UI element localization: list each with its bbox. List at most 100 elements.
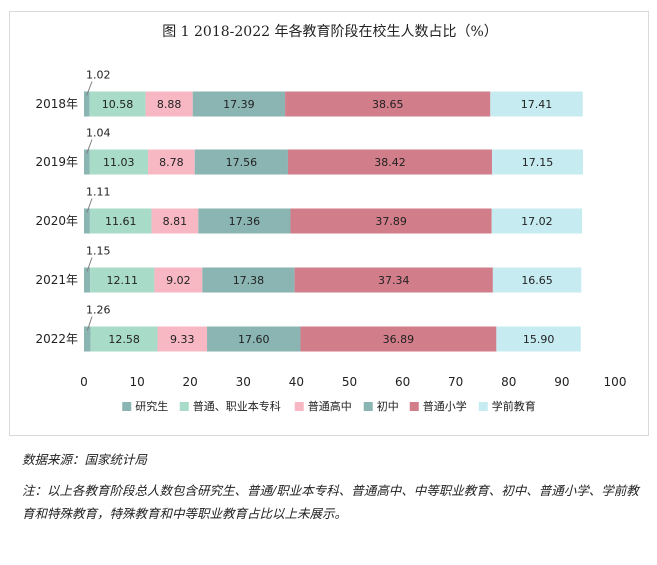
legend-label: 普通、职业本专科: [193, 399, 281, 413]
bar-segment: [145, 91, 193, 117]
category-label: 2020年: [35, 214, 78, 228]
legend-label: 初中: [377, 399, 399, 413]
bar-segment: [300, 326, 497, 352]
legend-label: 普通小学: [423, 399, 467, 413]
legend-swatch: [179, 402, 189, 411]
bar-segment: [90, 267, 155, 293]
data-label: 11.03: [103, 156, 135, 169]
bar-segment: [490, 91, 583, 117]
data-label: 8.81: [163, 215, 188, 228]
data-label: 17.36: [229, 215, 261, 228]
data-label: 17.38: [233, 274, 265, 287]
x-tick-label: 90: [554, 375, 569, 389]
legend-swatch: [409, 402, 419, 411]
data-label: 38.42: [374, 156, 406, 169]
bar-segment: [90, 326, 158, 352]
bar-segment: [148, 149, 195, 175]
legend-swatch: [294, 402, 304, 411]
leader-line: [86, 316, 93, 331]
bar-segment: [151, 208, 199, 234]
legend: 研究生 普通、职业本专科 普通高中 初中 普通小学 学前教育: [122, 399, 536, 413]
x-tick-label: 60: [395, 375, 410, 389]
bar-segment: [492, 267, 582, 293]
data-label: 17.39: [223, 98, 255, 111]
data-label: 11.61: [105, 215, 137, 228]
bar-segment: [207, 326, 301, 352]
data-label: 12.11: [107, 274, 139, 287]
data-label: 17.41: [521, 98, 553, 111]
data-label: 9.02: [166, 274, 191, 287]
data-label: 16.65: [521, 274, 553, 287]
leader-line: [86, 81, 93, 96]
x-tick-label: 20: [183, 375, 198, 389]
data-label: 10.58: [102, 98, 134, 111]
leader-line: [86, 139, 93, 154]
bar-segment: [202, 267, 295, 293]
legend-swatch: [478, 402, 488, 411]
chart-title: 图 1 2018-2022 年各教育阶段在校生人数占比（%）: [162, 23, 498, 40]
data-label: 1.26: [86, 304, 111, 317]
labels-layer: 2018年 1.02 10.58 8.88 17.39 38.65 17.41 2019年 1.…: [35, 69, 554, 347]
bar-segment: [294, 267, 493, 293]
legend-label: 学前教育: [492, 399, 536, 413]
x-tick-label: 30: [236, 375, 251, 389]
bar-segment: [154, 267, 203, 293]
bar-segment: [194, 149, 288, 175]
bar-segment: [84, 267, 91, 293]
legend-swatch: [363, 402, 373, 411]
data-label: 1.11: [86, 186, 111, 199]
data-label: 17.56: [226, 156, 258, 169]
bar-segment: [496, 326, 581, 352]
bar-segment: [84, 208, 90, 234]
legend-swatch: [122, 402, 132, 411]
x-tick-label: 40: [289, 375, 304, 389]
data-label: 17.02: [521, 215, 553, 228]
bar-segment: [89, 208, 152, 234]
data-label: 1.15: [86, 245, 111, 258]
data-label: 8.88: [157, 98, 182, 111]
data-source: 数据来源：国家统计局: [22, 452, 148, 467]
data-label: 17.60: [238, 333, 270, 346]
bar-segment: [198, 208, 291, 234]
footnote: 注：以上各教育阶段总人数包含研究生、普通/职业本专科、普通高中、中等职业教育、初…: [22, 483, 639, 521]
category-label: 2021年: [35, 273, 78, 287]
data-label: 1.04: [86, 127, 111, 140]
bar-segment: [84, 149, 90, 175]
data-label: 17.15: [522, 156, 554, 169]
data-label: 1.02: [86, 69, 111, 82]
data-label: 8.78: [159, 156, 184, 169]
legend-label: 研究生: [135, 399, 168, 413]
stacked-bar-chart: 图 1 2018-2022 年各教育阶段在校生人数占比（%） 2018年 1.02…: [35, 23, 627, 413]
chart-frame: 图 1 2018-2022 年各教育阶段在校生人数占比（%） 2018年 1.02…: [9, 11, 649, 436]
x-axis: 0 10 20 30 40 50 60 70 80 90 100: [80, 375, 627, 389]
data-label: 37.34: [378, 274, 410, 287]
data-label: 36.89: [383, 333, 415, 346]
data-label: 9.33: [170, 333, 195, 346]
bar-segment: [290, 208, 492, 234]
x-tick-label: 50: [342, 375, 357, 389]
leader-line: [86, 198, 93, 213]
data-label: 15.90: [523, 333, 555, 346]
bar-segment: [89, 149, 149, 175]
bar-segment: [89, 91, 146, 117]
category-label: 2019年: [35, 155, 78, 169]
category-label: 2018年: [35, 97, 78, 111]
data-label: 37.89: [375, 215, 407, 228]
leader-line: [86, 257, 93, 272]
data-label: 12.58: [108, 333, 140, 346]
bars-layer: [84, 91, 584, 352]
bar-segment: [285, 91, 491, 117]
bar-segment: [491, 208, 583, 234]
legend-label: 普通高中: [308, 399, 352, 413]
data-label: 38.65: [372, 98, 404, 111]
bar-segment: [192, 91, 286, 117]
bar-segment: [84, 91, 90, 117]
bar-segment: [157, 326, 208, 352]
bar-segment: [287, 149, 492, 175]
x-tick-label: 10: [129, 375, 144, 389]
x-tick-label: 100: [604, 375, 627, 389]
x-tick-label: 0: [80, 375, 88, 389]
bar-segment: [84, 326, 91, 352]
bar-segment: [491, 149, 584, 175]
category-label: 2022年: [35, 332, 78, 346]
